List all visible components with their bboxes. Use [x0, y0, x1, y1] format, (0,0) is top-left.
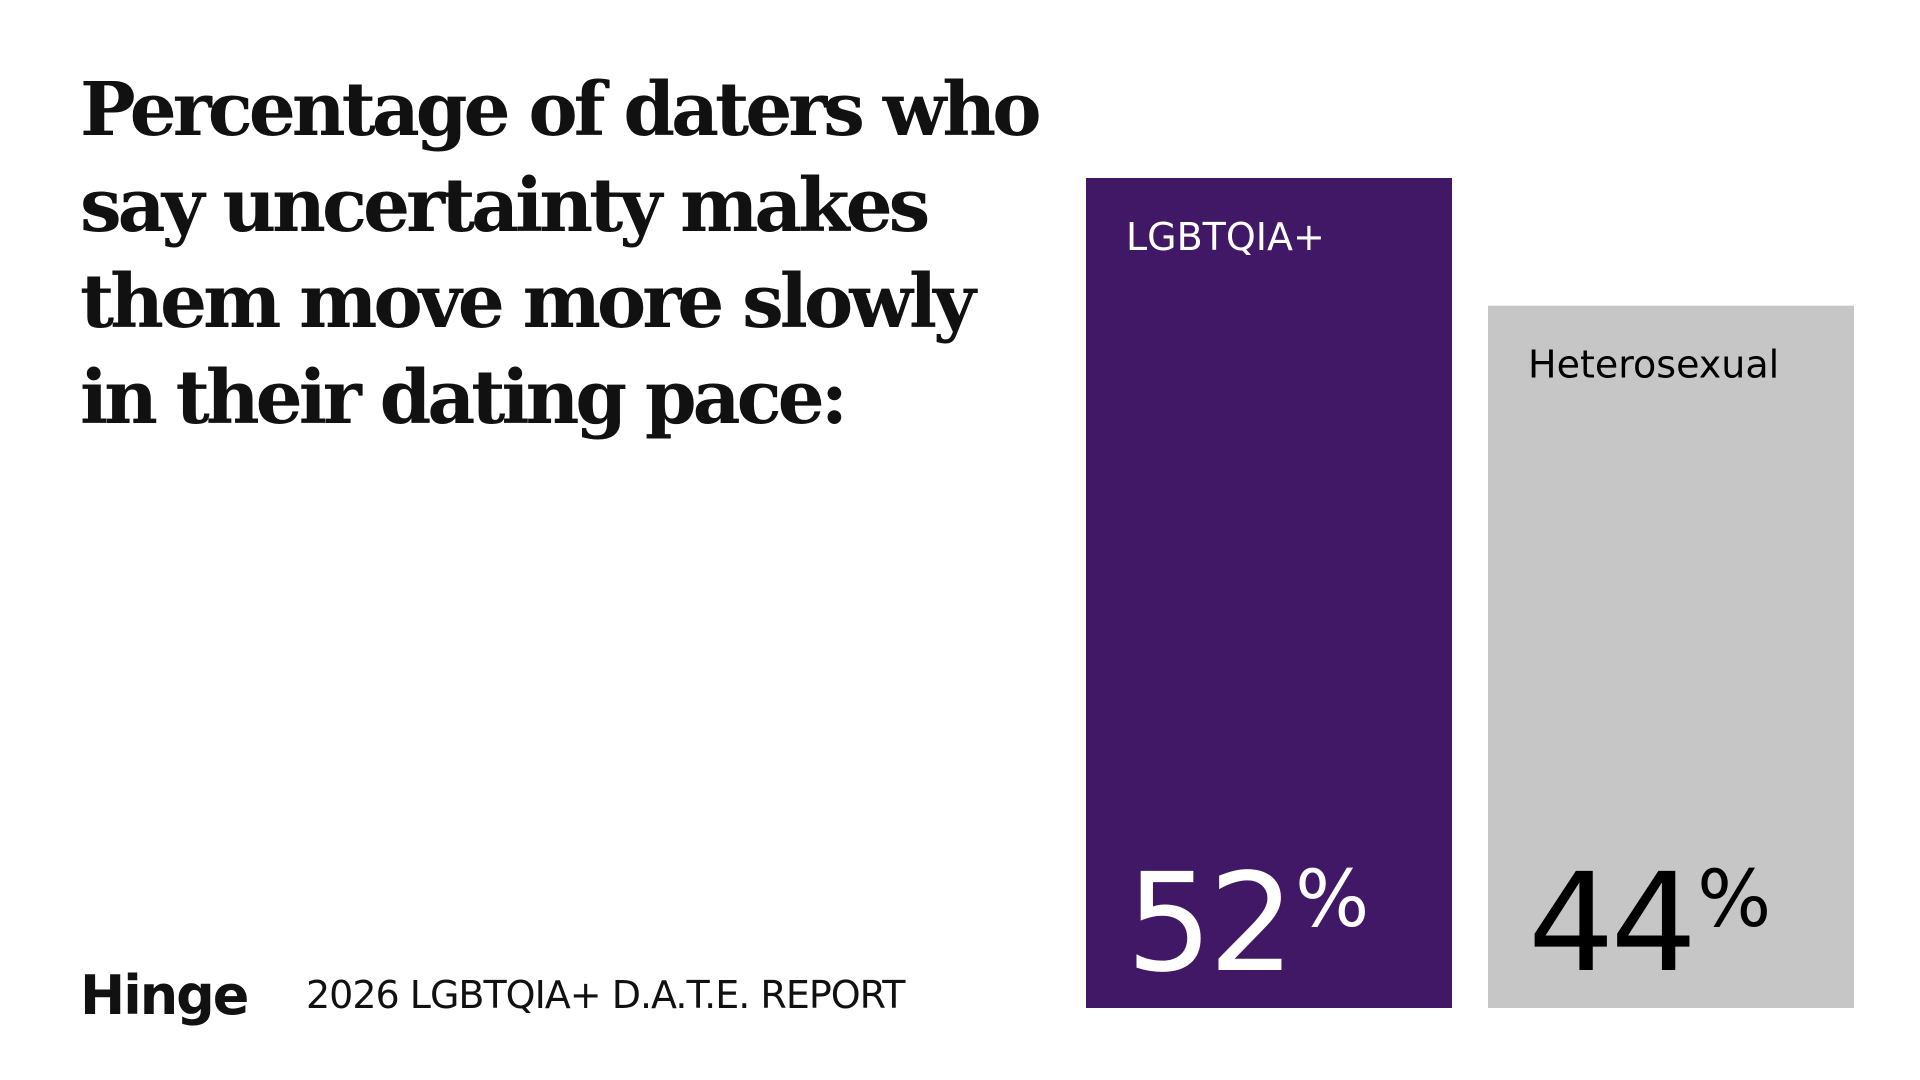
hinge-logo: Hinge: [80, 963, 249, 1027]
title-line-1: Percentage of daters who: [80, 67, 1042, 153]
bar-value-number-2: 44: [1528, 845, 1693, 1003]
title-line-4: in their dating pace:: [80, 355, 848, 441]
bar-value-label-2: 44%: [1528, 845, 1771, 1003]
bar-1: [1086, 178, 1452, 1008]
bar-value-unit-1: %: [1295, 855, 1369, 945]
report-name: 2026 LGBTQIA+ D.A.T.E. REPORT: [306, 973, 906, 1017]
bar-group-1: LGBTQIA+ 52%: [1086, 178, 1452, 1008]
bar-category-label-1: LGBTQIA+: [1126, 215, 1325, 259]
bar-value-number-1: 52: [1126, 845, 1291, 1003]
bar-category-label-2: Heterosexual: [1528, 343, 1779, 387]
chart-title: Percentage of daters who say uncertainty…: [80, 62, 1042, 446]
bar-2: [1488, 305, 1854, 1008]
bar-value-unit-2: %: [1697, 855, 1771, 945]
title-line-2: say uncertainty makes: [80, 163, 930, 249]
title-line-3: them move more slowly: [80, 259, 976, 345]
bar-group-2: Heterosexual 44%: [1488, 305, 1854, 1008]
footer: Hinge 2026 LGBTQIA+ D.A.T.E. REPORT: [80, 955, 906, 1035]
bar-value-label-1: 52%: [1126, 845, 1369, 1003]
